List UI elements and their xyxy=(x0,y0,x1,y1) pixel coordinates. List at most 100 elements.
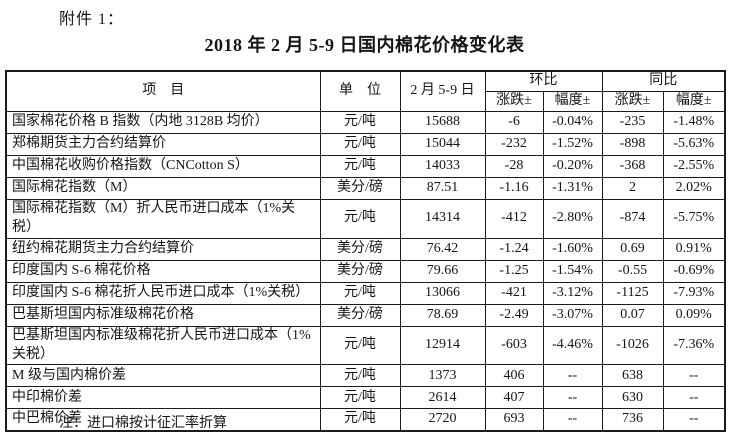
cell-mom-rate: -- xyxy=(542,364,603,388)
cell-unit: 美分/磅 xyxy=(319,303,401,327)
cell-value: 14314 xyxy=(399,198,486,239)
cell-yoy-change: -1125 xyxy=(601,281,664,305)
cell-mom-change: -1.24 xyxy=(484,237,544,261)
cell-item: M 级与国内棉价差 xyxy=(5,364,321,388)
cell-unit: 元/吨 xyxy=(319,110,401,134)
cell-yoy-rate: 0.91% xyxy=(662,237,726,261)
cell-yoy-change: -368 xyxy=(601,154,664,178)
cell-value: 1373 xyxy=(399,364,486,388)
cell-mom-rate: -1.31% xyxy=(542,176,603,200)
cell-mom-rate: -1.54% xyxy=(542,259,603,283)
cell-item: 中国棉花收购价格指数（CNCotton S） xyxy=(5,154,321,178)
header-yoy-change: 涨跌± xyxy=(601,90,664,112)
header-mom-change: 涨跌± xyxy=(484,90,544,112)
cell-value: 2614 xyxy=(399,386,486,410)
cell-yoy-rate: 2.02% xyxy=(662,176,726,200)
table-row: 纽约棉花期货主力合约结算价 美分/磅 76.42 -1.24 -1.60% 0.69 0.9… xyxy=(5,237,726,261)
table-body: 国家棉花价格 B 指数（内地 3128B 均价） 元/吨 15688 -6 -0.04%… xyxy=(5,110,726,432)
cell-yoy-change: 638 xyxy=(601,364,664,388)
cell-item: 巴基斯坦国内标准级棉花价格 xyxy=(5,303,321,327)
cell-mom-change: -1.25 xyxy=(484,259,544,283)
header-yoy-group: 同比 xyxy=(601,70,726,92)
cell-mom-rate: -0.20% xyxy=(542,154,603,178)
cell-unit: 元/吨 xyxy=(319,408,401,432)
cell-mom-rate: -4.46% xyxy=(542,325,603,366)
cell-yoy-change: -898 xyxy=(601,132,664,156)
cell-mom-change: 406 xyxy=(484,364,544,388)
cell-item: 印度国内 S-6 棉花折人民币进口成本（1%关税） xyxy=(5,281,321,305)
cell-yoy-rate: -- xyxy=(662,408,726,432)
table-row: 国际棉花指数（M）折人民币进口成本（1%关税） 元/吨 14314 -412 -2.80… xyxy=(5,198,726,239)
cell-yoy-rate: -7.93% xyxy=(662,281,726,305)
cell-yoy-rate: -- xyxy=(662,364,726,388)
cell-unit: 元/吨 xyxy=(319,132,401,156)
cell-unit: 元/吨 xyxy=(319,386,401,410)
table-row: 中国棉花收购价格指数（CNCotton S） 元/吨 14033 -28 -0.20% -… xyxy=(5,154,726,178)
cell-item: 巴基斯坦国内标准级棉花折人民币进口成本（1%关税） xyxy=(5,325,321,366)
cell-unit: 元/吨 xyxy=(319,281,401,305)
cell-yoy-rate: -5.63% xyxy=(662,132,726,156)
cell-yoy-rate: 0.09% xyxy=(662,303,726,327)
table-row: 中印棉价差 元/吨 2614 407 -- 630 -- xyxy=(5,386,726,410)
cell-mom-change: -2.49 xyxy=(484,303,544,327)
cell-yoy-change: -874 xyxy=(601,198,664,239)
cell-item: 国家棉花价格 B 指数（内地 3128B 均价） xyxy=(5,110,321,134)
cell-value: 78.69 xyxy=(399,303,486,327)
header-period: 2 月 5-9 日 xyxy=(399,70,486,112)
table-row: 郑棉期货主力合约结算价 元/吨 15044 -232 -1.52% -898 -5.63% xyxy=(5,132,726,156)
cell-mom-rate: -- xyxy=(542,408,603,432)
cell-item: 印度国内 S-6 棉花价格 xyxy=(5,259,321,283)
cell-mom-change: -412 xyxy=(484,198,544,239)
page-title: 2018 年 2 月 5-9 日国内棉花价格变化表 xyxy=(204,35,525,55)
cell-unit: 元/吨 xyxy=(319,198,401,239)
table-row: M 级与国内棉价差 元/吨 1373 406 -- 638 -- xyxy=(5,364,726,388)
cell-item: 纽约棉花期货主力合约结算价 xyxy=(5,237,321,261)
cell-yoy-rate: -5.75% xyxy=(662,198,726,239)
cell-yoy-rate: -- xyxy=(662,386,726,410)
cell-mom-rate: -3.12% xyxy=(542,281,603,305)
cell-value: 14033 xyxy=(399,154,486,178)
header-unit: 单 位 xyxy=(319,70,401,112)
cell-unit: 元/吨 xyxy=(319,154,401,178)
cell-value: 12914 xyxy=(399,325,486,366)
cell-value: 79.66 xyxy=(399,259,486,283)
cell-yoy-change: 0.07 xyxy=(601,303,664,327)
cell-item: 郑棉期货主力合约结算价 xyxy=(5,132,321,156)
header-item: 项 目 xyxy=(5,70,321,112)
cell-value: 15688 xyxy=(399,110,486,134)
cell-yoy-rate: -1.48% xyxy=(662,110,726,134)
table-header: 项 目 单 位 2 月 5-9 日 环比 同比 涨跌± 幅度± 涨跌± 幅度± xyxy=(5,70,726,112)
cell-yoy-change: 0.69 xyxy=(601,237,664,261)
cell-mom-change: 693 xyxy=(484,408,544,432)
cell-unit: 元/吨 xyxy=(319,325,401,366)
cell-unit: 美分/磅 xyxy=(319,237,401,261)
cell-mom-change: -1.16 xyxy=(484,176,544,200)
cell-value: 13066 xyxy=(399,281,486,305)
cell-unit: 美分/磅 xyxy=(319,176,401,200)
table-row: 印度国内 S-6 棉花价格 美分/磅 79.66 -1.25 -1.54% -0.55 -0… xyxy=(5,259,726,283)
table-row: 国际棉花指数（M） 美分/磅 87.51 -1.16 -1.31% 2 2.02% xyxy=(5,176,726,200)
cell-mom-rate: -1.60% xyxy=(542,237,603,261)
cell-unit: 美分/磅 xyxy=(319,259,401,283)
cell-mom-change: -28 xyxy=(484,154,544,178)
cell-yoy-rate: -0.69% xyxy=(662,259,726,283)
cell-mom-rate: -1.52% xyxy=(542,132,603,156)
cell-mom-rate: -- xyxy=(542,386,603,410)
table-row: 印度国内 S-6 棉花折人民币进口成本（1%关税） 元/吨 13066 -421 -3.… xyxy=(5,281,726,305)
table-row: 中巴棉价差 元/吨 2720 693 -- 736 -- xyxy=(5,408,726,432)
cell-value: 15044 xyxy=(399,132,486,156)
footnote: 注：进口棉按计征汇率折算 xyxy=(59,416,227,431)
table-row: 巴基斯坦国内标准级棉花价格 美分/磅 78.69 -2.49 -3.07% 0.07 0.0… xyxy=(5,303,726,327)
cell-value: 87.51 xyxy=(399,176,486,200)
cell-mom-change: -421 xyxy=(484,281,544,305)
cell-value: 2720 xyxy=(399,408,486,432)
header-row-groups: 项 目 单 位 2 月 5-9 日 环比 同比 xyxy=(5,70,726,112)
cell-mom-change: -6 xyxy=(484,110,544,134)
cell-item: 国际棉花指数（M） xyxy=(5,176,321,200)
cell-yoy-rate: -7.36% xyxy=(662,325,726,366)
cell-item: 中巴棉价差 xyxy=(5,408,321,432)
cell-mom-change: 407 xyxy=(484,386,544,410)
cell-yoy-change: -0.55 xyxy=(601,259,664,283)
cell-mom-rate: -0.04% xyxy=(542,110,603,134)
